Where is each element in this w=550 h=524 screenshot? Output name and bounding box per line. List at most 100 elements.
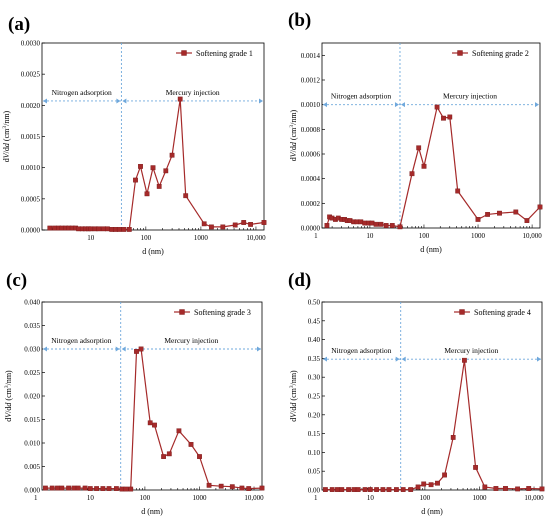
y-tick-label: 0.0002 (301, 200, 321, 208)
legend-label: Softening grade 4 (474, 308, 531, 317)
x-tick-label: 10,000 (246, 234, 266, 242)
y-tick-label: 0.35 (308, 355, 321, 363)
data-point (455, 188, 461, 194)
y-tick-label: 0.0000 (301, 225, 321, 233)
data-point (397, 224, 403, 230)
x-tick-label: 1000 (192, 494, 207, 502)
data-point (218, 483, 224, 489)
data-point (166, 451, 172, 457)
data-point (415, 484, 421, 490)
data-point (442, 472, 447, 478)
y-axis-label-part: (cm (289, 387, 298, 402)
data-point (408, 487, 414, 492)
y-axis-label-part: d (4, 418, 13, 422)
data-point (485, 211, 490, 217)
data-point (409, 171, 415, 177)
data-point (241, 220, 247, 225)
x-axis-label: d (nm) (421, 507, 443, 516)
data-point (335, 487, 340, 492)
series-line (45, 348, 263, 490)
arrow-head-left (323, 356, 327, 362)
series-line (325, 360, 543, 491)
y-axis-label-part: /d (289, 146, 298, 152)
y-axis-label-part: (cm (2, 128, 11, 143)
data-point (126, 226, 132, 232)
x-tick-label: 100 (140, 494, 151, 502)
x-tick-label: 10 (87, 234, 95, 242)
data-point (152, 422, 157, 428)
data-point (400, 487, 406, 492)
x-tick-label: 10 (366, 232, 374, 240)
x-tick-label: 10,000 (522, 232, 542, 240)
legend-label: Softening grade 3 (194, 308, 251, 317)
panel-a: (a) 0.0000 0.0005 0.0010 0.0015 0.0020 0.0025 0… (2, 14, 267, 256)
y-tick-label: 0.25 (308, 393, 321, 401)
x-tick-label: 1 (314, 494, 318, 502)
y-axis-label-part: /d (2, 147, 11, 153)
x-tick-label: 100 (419, 232, 430, 240)
data-point (475, 216, 481, 222)
plot-frame (321, 301, 543, 491)
data-point (201, 221, 207, 227)
y-axis-label-part: /nm) (289, 109, 298, 124)
data-point (447, 114, 453, 120)
data-point (367, 487, 373, 492)
arrow-head-mid-left (116, 98, 121, 104)
data-point (503, 486, 508, 491)
arrow-head-left (43, 98, 47, 104)
region-label-nitrogen: Nitrogen adsorption (52, 88, 112, 97)
data-point (138, 163, 143, 169)
arrow-head-mid-right (122, 98, 127, 104)
y-tick-label: 0.00 (308, 487, 321, 495)
panel-label: (d) (288, 270, 311, 291)
y-tick-label: 0.030 (24, 346, 40, 354)
x-tick-label: 10 (87, 494, 95, 502)
y-axis-label-part: V (4, 412, 13, 418)
data-point (121, 226, 127, 232)
y-axis-label-part: d (289, 157, 298, 161)
region-label-mercury: Mercury injection (444, 346, 498, 355)
panel-c: (c) 0.000 0.005 0.010 0.015 0.020 0.025 0.030 0.… (4, 270, 265, 516)
data-point (539, 486, 545, 492)
data-point (94, 486, 100, 491)
data-point (206, 482, 212, 488)
data-point (246, 486, 252, 491)
y-axis-label: dV/dd (cm3/nm) (2, 110, 11, 162)
y-axis-label: dV/dd (cm3/nm) (289, 109, 298, 161)
data-point (416, 145, 422, 151)
data-point (441, 115, 446, 121)
data-point (232, 222, 238, 228)
series-line (49, 99, 265, 230)
y-tick-label: 0.0020 (21, 102, 41, 110)
x-tick-label: 1 (314, 232, 318, 240)
y-tick-label: 0.45 (308, 317, 321, 325)
data-point (66, 485, 72, 491)
y-tick-label: 0.10 (308, 449, 321, 457)
data-point (163, 168, 169, 174)
data-point (421, 163, 427, 169)
data-point (123, 486, 129, 492)
arrow-head-right (257, 346, 261, 352)
y-tick-label: 0.20 (308, 411, 321, 419)
data-point (229, 484, 235, 490)
y-tick-label: 0.0005 (21, 195, 41, 203)
x-tick-label: 1000 (472, 494, 487, 502)
y-axis-label-part: V (289, 412, 298, 418)
plot-frame (321, 42, 541, 229)
y-axis-label-part: /d (289, 407, 298, 413)
data-point (176, 428, 182, 434)
arrow-head-left (43, 346, 47, 352)
panel-label: (a) (8, 14, 30, 35)
data-point (383, 223, 389, 228)
data-point (119, 486, 125, 492)
data-point (378, 221, 384, 227)
y-axis-label: dV/dd (cm3/nm) (289, 370, 298, 422)
legend-marker (457, 50, 463, 56)
y-tick-label: 0.0004 (301, 175, 321, 183)
x-tick-label: 10,000 (524, 494, 544, 502)
plot-frame (41, 42, 265, 231)
panel-label: (c) (6, 270, 27, 291)
legend-marker (179, 309, 185, 315)
data-point (150, 165, 156, 171)
data-point (239, 485, 245, 491)
